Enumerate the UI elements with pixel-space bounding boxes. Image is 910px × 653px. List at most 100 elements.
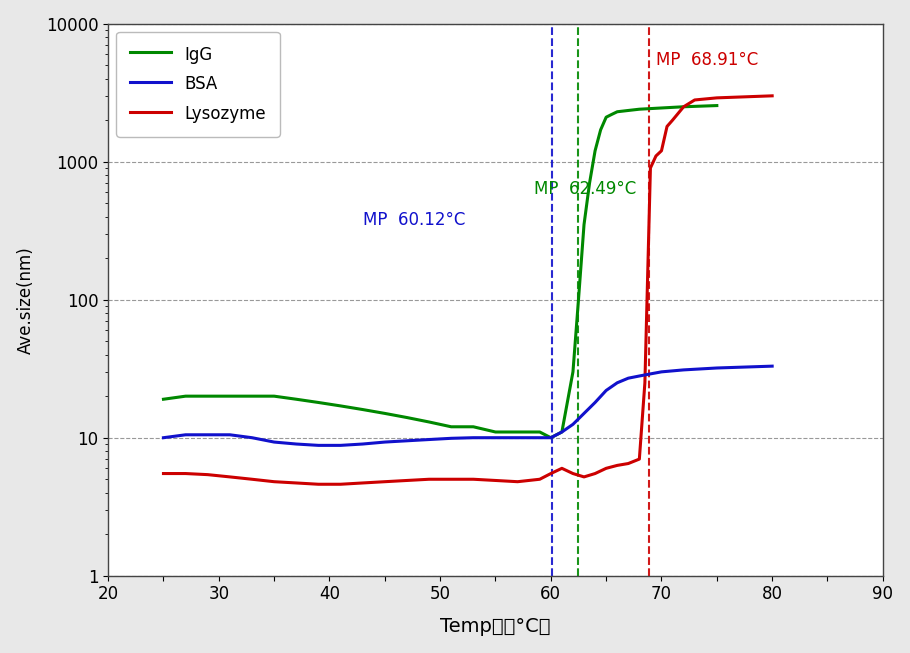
Line: IgG: IgG — [164, 106, 717, 438]
IgG — [446, 423, 457, 431]
Lysozyme — [358, 479, 369, 487]
Lysozyme — [612, 462, 622, 470]
IgG — [656, 104, 667, 112]
BSA — [225, 431, 236, 439]
IgG — [612, 108, 622, 116]
Line: BSA: BSA — [164, 366, 773, 445]
Lysozyme — [446, 475, 457, 483]
IgG — [180, 392, 191, 400]
IgG — [313, 398, 324, 406]
Lysozyme — [712, 94, 723, 102]
BSA — [568, 421, 579, 428]
Lysozyme — [656, 147, 667, 155]
Lysozyme — [689, 96, 700, 104]
IgG — [490, 428, 501, 436]
BSA — [656, 368, 667, 375]
Lysozyme — [313, 481, 324, 488]
BSA — [556, 428, 567, 436]
BSA — [622, 374, 633, 382]
Lysozyme — [534, 475, 545, 483]
Line: Lysozyme: Lysozyme — [164, 96, 773, 485]
Lysozyme — [512, 478, 523, 486]
BSA — [767, 362, 778, 370]
IgG — [358, 406, 369, 413]
BSA — [579, 409, 590, 417]
Lysozyme — [180, 470, 191, 477]
Lysozyme — [335, 481, 346, 488]
IgG — [335, 402, 346, 410]
BSA — [468, 434, 479, 441]
Lysozyme — [225, 473, 236, 481]
IgG — [568, 368, 579, 375]
Y-axis label: Ave.size(nm): Ave.size(nm) — [16, 246, 35, 353]
IgG — [634, 105, 645, 113]
BSA — [512, 434, 523, 441]
BSA — [424, 436, 435, 443]
IgG — [534, 428, 545, 436]
BSA — [247, 434, 258, 441]
Lysozyme — [490, 477, 501, 485]
Lysozyme — [424, 475, 435, 483]
Lysozyme — [379, 478, 390, 486]
BSA — [678, 366, 689, 374]
IgG — [268, 392, 279, 400]
IgG — [595, 126, 606, 134]
BSA — [446, 434, 457, 442]
BSA — [612, 379, 622, 387]
Lysozyme — [651, 152, 662, 160]
BSA — [313, 441, 324, 449]
IgG — [379, 409, 390, 417]
Text: MP  60.12°C: MP 60.12°C — [363, 211, 465, 229]
IgG — [202, 392, 213, 400]
Lysozyme — [678, 103, 689, 110]
IgG — [291, 395, 302, 403]
IgG — [606, 110, 617, 118]
Lysozyme — [579, 473, 590, 481]
Text: MP  68.91°C: MP 68.91°C — [656, 51, 758, 69]
BSA — [645, 370, 656, 378]
BSA — [358, 440, 369, 448]
Lysozyme — [268, 478, 279, 486]
Lysozyme — [468, 475, 479, 483]
IgG — [678, 103, 689, 110]
BSA — [712, 364, 723, 372]
BSA — [634, 372, 645, 380]
BSA — [590, 398, 601, 406]
Lysozyme — [568, 470, 579, 477]
Lysozyme — [158, 470, 169, 477]
BSA — [401, 437, 412, 445]
BSA — [379, 438, 390, 446]
Text: MP  62.49°C: MP 62.49°C — [534, 180, 636, 199]
IgG — [712, 102, 723, 110]
IgG — [468, 423, 479, 431]
Lysozyme — [767, 92, 778, 100]
Lysozyme — [601, 464, 612, 472]
Legend: IgG, BSA, Lysozyme: IgG, BSA, Lysozyme — [116, 32, 279, 136]
BSA — [490, 434, 501, 441]
IgG — [424, 418, 435, 426]
IgG — [158, 395, 169, 403]
BSA — [545, 434, 556, 441]
BSA — [291, 440, 302, 448]
IgG — [512, 428, 523, 436]
BSA — [202, 431, 213, 439]
Lysozyme — [640, 379, 651, 387]
BSA — [268, 438, 279, 446]
IgG — [401, 413, 412, 421]
Lysozyme — [667, 116, 678, 124]
BSA — [601, 387, 612, 394]
Lysozyme — [545, 470, 556, 477]
IgG — [556, 428, 567, 436]
Lysozyme — [645, 164, 656, 172]
BSA — [335, 441, 346, 449]
BSA — [158, 434, 169, 441]
IgG — [573, 296, 584, 304]
IgG — [545, 434, 556, 441]
BSA — [180, 431, 191, 439]
Lysozyme — [291, 479, 302, 487]
IgG — [590, 147, 601, 155]
IgG — [225, 392, 236, 400]
Lysozyme — [662, 123, 672, 131]
IgG — [622, 106, 633, 114]
IgG — [601, 113, 612, 121]
